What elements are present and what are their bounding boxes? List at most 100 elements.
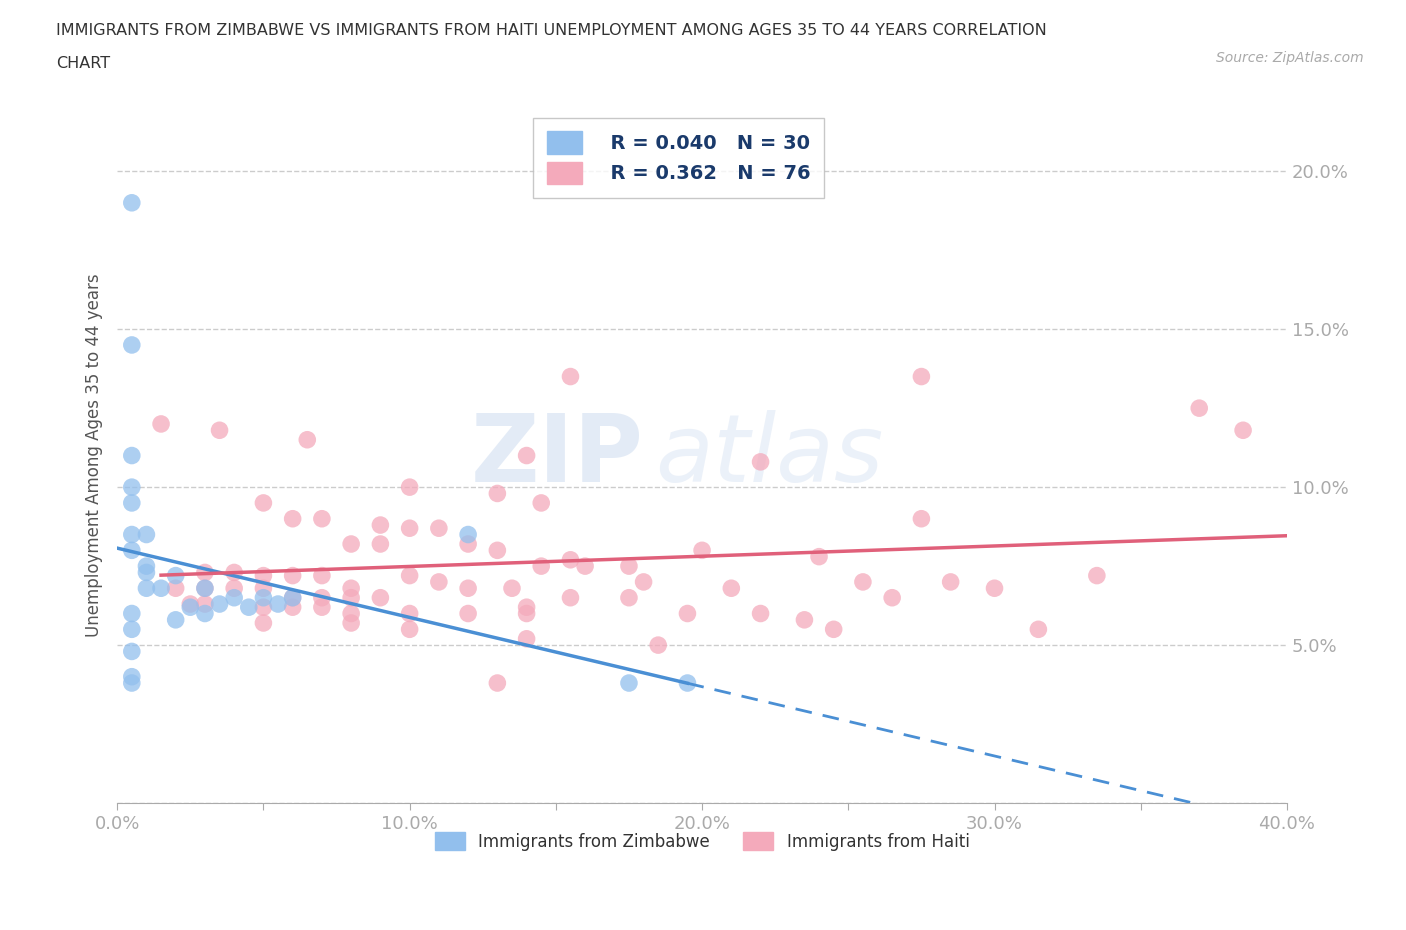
Point — [311, 591, 333, 605]
Point — [121, 622, 143, 637]
Point — [910, 512, 932, 526]
Point — [121, 527, 143, 542]
Point — [208, 597, 231, 612]
Point — [457, 581, 479, 596]
Point — [121, 675, 143, 690]
Point — [793, 612, 815, 627]
Point — [530, 496, 553, 511]
Point — [194, 597, 217, 612]
Point — [1028, 622, 1050, 637]
Point — [1188, 401, 1211, 416]
Point — [560, 552, 582, 567]
Point — [281, 512, 304, 526]
Point — [135, 559, 157, 574]
Point — [398, 606, 420, 621]
Point — [267, 597, 290, 612]
Point — [121, 338, 143, 352]
Point — [647, 638, 669, 653]
Point — [939, 575, 962, 590]
Point — [427, 521, 450, 536]
Point — [281, 591, 304, 605]
Point — [808, 550, 831, 565]
Point — [852, 575, 875, 590]
Point — [516, 600, 538, 615]
Text: ZIP: ZIP — [471, 409, 644, 501]
Point — [457, 537, 479, 551]
Point — [370, 518, 392, 533]
Point — [224, 581, 246, 596]
Point — [252, 496, 274, 511]
Point — [194, 565, 217, 580]
Point — [194, 581, 217, 596]
Point — [121, 606, 143, 621]
Point — [676, 675, 699, 690]
Point — [1085, 568, 1108, 583]
Point — [340, 606, 363, 621]
Point — [560, 591, 582, 605]
Point — [121, 670, 143, 684]
Text: IMMIGRANTS FROM ZIMBABWE VS IMMIGRANTS FROM HAITI UNEMPLOYMENT AMONG AGES 35 TO : IMMIGRANTS FROM ZIMBABWE VS IMMIGRANTS F… — [56, 23, 1047, 38]
Point — [281, 568, 304, 583]
Point — [121, 543, 143, 558]
Point — [676, 606, 699, 621]
Point — [150, 417, 173, 432]
Point — [150, 581, 173, 596]
Point — [486, 486, 509, 501]
Point — [501, 581, 523, 596]
Point — [179, 600, 201, 615]
Point — [165, 612, 187, 627]
Point — [398, 480, 420, 495]
Point — [749, 455, 772, 470]
Point — [457, 527, 479, 542]
Point — [121, 496, 143, 511]
Legend: Immigrants from Zimbabwe, Immigrants from Haiti: Immigrants from Zimbabwe, Immigrants fro… — [427, 826, 976, 857]
Point — [427, 575, 450, 590]
Point — [121, 644, 143, 658]
Point — [574, 559, 596, 574]
Point — [121, 448, 143, 463]
Point — [398, 521, 420, 536]
Point — [135, 581, 157, 596]
Point — [208, 423, 231, 438]
Point — [690, 543, 713, 558]
Point — [252, 591, 274, 605]
Point — [530, 559, 553, 574]
Point — [633, 575, 655, 590]
Point — [340, 537, 363, 551]
Point — [983, 581, 1005, 596]
Point — [910, 369, 932, 384]
Point — [224, 565, 246, 580]
Point — [135, 527, 157, 542]
Point — [311, 512, 333, 526]
Point — [340, 591, 363, 605]
Point — [311, 600, 333, 615]
Point — [281, 591, 304, 605]
Point — [340, 581, 363, 596]
Point — [617, 591, 640, 605]
Point — [297, 432, 319, 447]
Point — [516, 631, 538, 646]
Point — [516, 606, 538, 621]
Point — [617, 675, 640, 690]
Point — [252, 568, 274, 583]
Point — [749, 606, 772, 621]
Point — [311, 568, 333, 583]
Text: Source: ZipAtlas.com: Source: ZipAtlas.com — [1216, 51, 1364, 65]
Point — [252, 616, 274, 631]
Text: CHART: CHART — [56, 56, 110, 71]
Point — [370, 537, 392, 551]
Text: atlas: atlas — [655, 410, 883, 501]
Point — [720, 581, 742, 596]
Point — [194, 606, 217, 621]
Point — [340, 616, 363, 631]
Point — [179, 597, 201, 612]
Point — [165, 581, 187, 596]
Point — [252, 581, 274, 596]
Point — [370, 591, 392, 605]
Point — [457, 606, 479, 621]
Point — [238, 600, 260, 615]
Point — [823, 622, 845, 637]
Point — [398, 568, 420, 583]
Point — [135, 565, 157, 580]
Point — [486, 543, 509, 558]
